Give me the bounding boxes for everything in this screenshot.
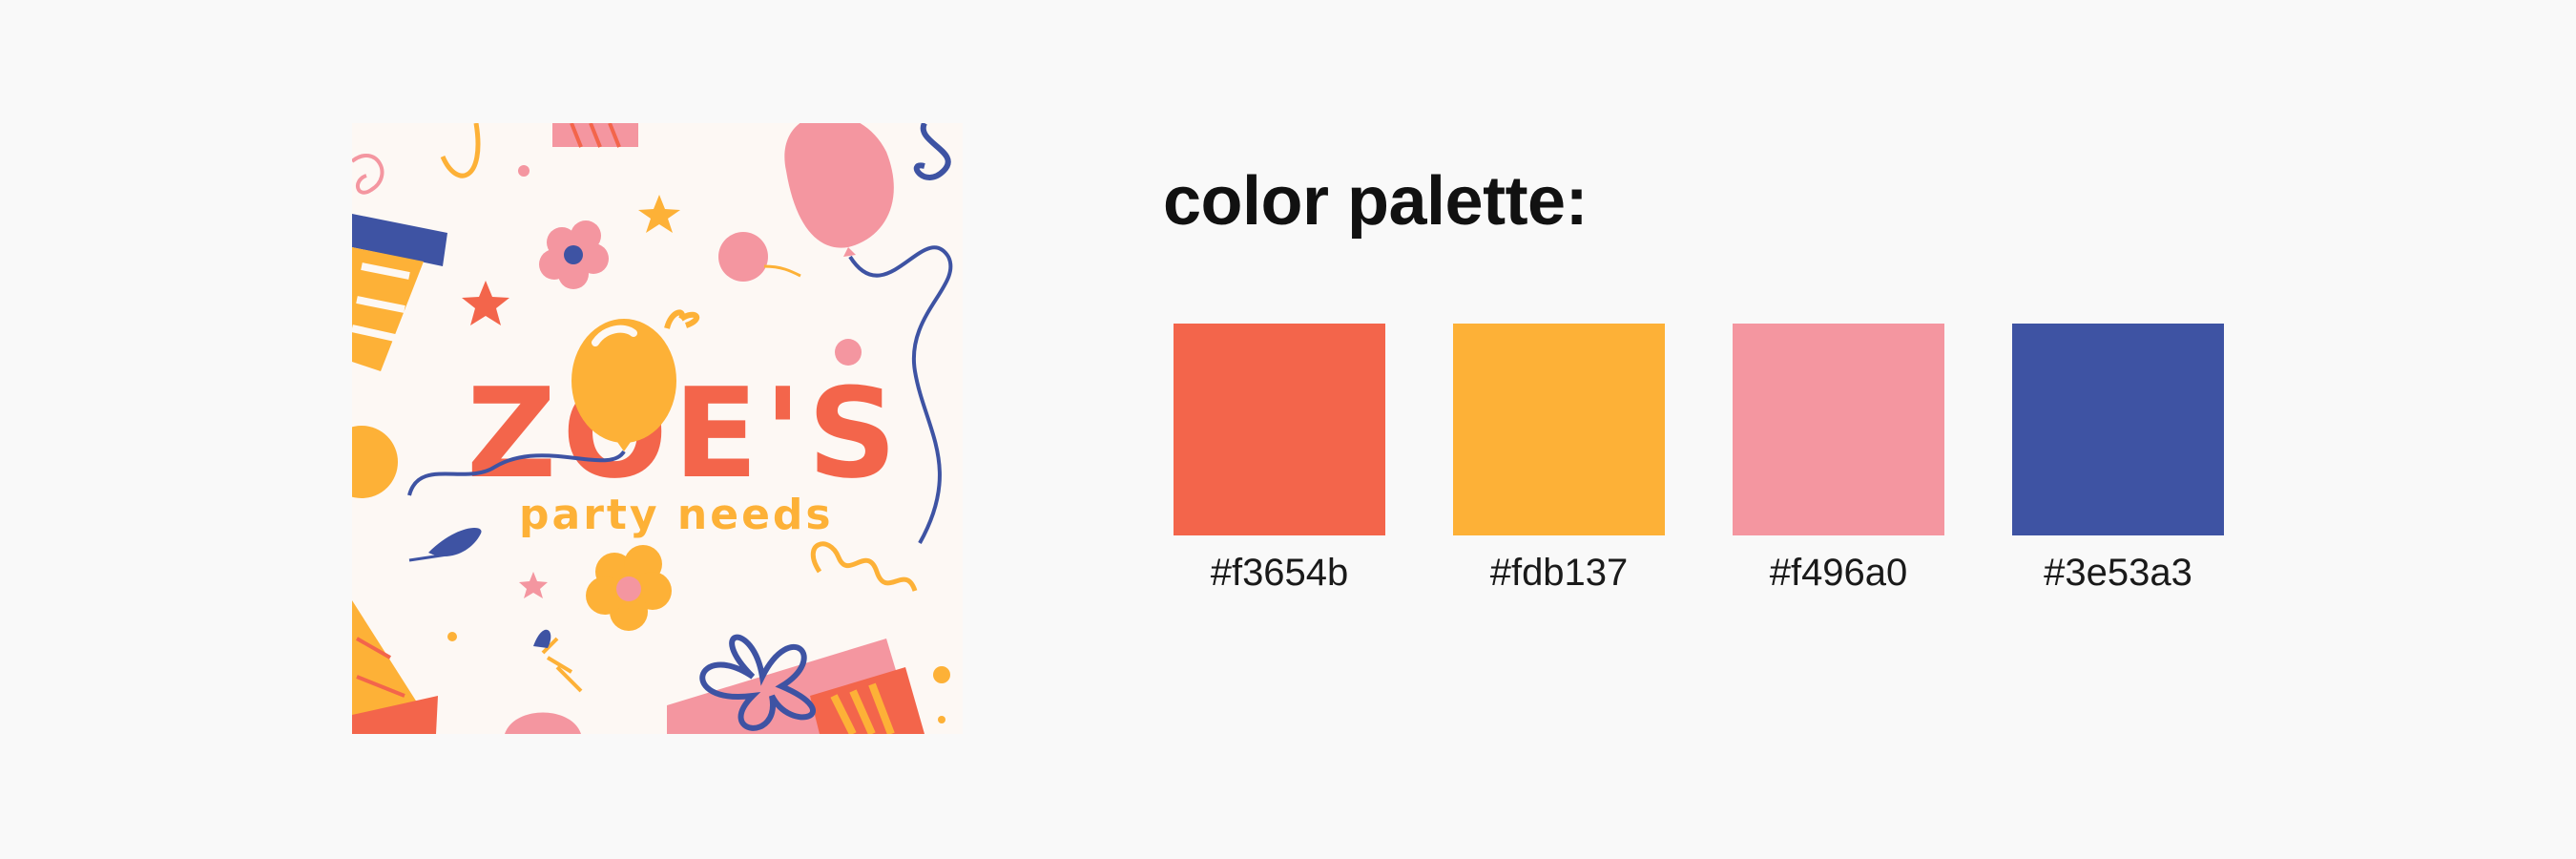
palette-title: color palette: <box>1163 162 1588 241</box>
confetti-dot-icon <box>933 666 950 683</box>
color-swatch-4 <box>2012 324 2224 535</box>
star-icon <box>462 281 509 325</box>
flower-icon <box>539 220 609 289</box>
logo-tagline: party needs <box>519 491 834 539</box>
leaf-icon <box>409 528 482 560</box>
star-icon <box>519 572 548 598</box>
gift-box-icon <box>552 123 638 147</box>
gift-box-icon <box>667 638 924 734</box>
sprig-icon <box>543 639 581 691</box>
star-icon <box>638 195 680 233</box>
small-balloon-icon <box>718 232 800 282</box>
confetti-dot-icon <box>518 165 530 177</box>
party-illustration: ZOE'S party needs <box>352 123 963 734</box>
confetti-dot-icon <box>938 716 945 723</box>
logo-name: ZOE'S <box>467 361 903 506</box>
color-swatch-2 <box>1453 324 1665 535</box>
party-hat-icon <box>352 600 438 734</box>
color-hex-label: #f3654b <box>1174 552 1385 595</box>
confetti-dot-icon <box>447 632 457 641</box>
color-hex-label: #f496a0 <box>1733 552 1944 595</box>
party-hat-icon <box>352 214 447 371</box>
logo-wordmark: ZOE'S <box>409 319 903 506</box>
cupcake-icon <box>505 713 581 735</box>
flower-icon <box>352 426 398 498</box>
ribbon-curl-icon <box>352 156 382 193</box>
flower-icon <box>586 545 672 631</box>
leaf-icon <box>667 312 696 328</box>
logo-artwork: ZOE'S party needs <box>352 123 963 734</box>
ribbon-curl-icon <box>917 123 948 178</box>
color-hex-label: #fdb137 <box>1453 552 1665 595</box>
color-swatch-1 <box>1174 324 1385 535</box>
ribbon-curl-icon <box>443 123 478 176</box>
leaf-icon <box>533 630 551 648</box>
ribbon-curl-icon <box>813 544 915 591</box>
color-swatch-3 <box>1733 324 1944 535</box>
color-hex-label: #3e53a3 <box>2012 552 2224 595</box>
